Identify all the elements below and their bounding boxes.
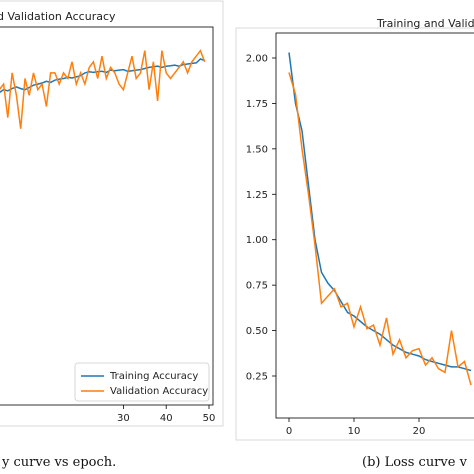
panel-accuracy-frame	[0, 0, 224, 427]
loss-y-tick-label: 1.50	[246, 144, 268, 155]
loss-x-tick-label: 0	[286, 426, 292, 437]
loss-caption: (b) Loss curve v	[362, 455, 468, 470]
training-accuracy-line	[0, 58, 205, 93]
panel-loss-frame	[235, 27, 474, 441]
training-loss-line	[288, 52, 472, 372]
loss-x-tick-label: 10	[348, 426, 361, 437]
accuracy-axes	[0, 26, 214, 406]
loss-y-tick-label: 1.00	[246, 235, 268, 246]
accuracy-caption: y curve vs epoch.	[1, 455, 116, 470]
validation-accuracy-line	[0, 49, 206, 129]
accuracy-legend-box	[74, 362, 210, 402]
validation-loss-line	[288, 72, 472, 386]
accuracy-chart-title: d Validation Accuracy	[0, 10, 116, 23]
loss-y-tick-label: 2.00	[246, 54, 268, 65]
loss-lines	[288, 52, 472, 386]
legend-label-training: Training Accuracy	[109, 371, 198, 382]
loss-x-tick-label: 20	[413, 426, 426, 437]
accuracy-legend: Training Accuracy Validation Accuracy	[74, 362, 210, 402]
accuracy-x-ticks: 0304050	[117, 405, 216, 424]
loss-x-ticks: 0 10 20	[286, 418, 426, 437]
loss-y-ticks: 2.00 1.75 1.50 1.25 1.00 0.75 0.50 0.25	[246, 54, 276, 383]
loss-y-tick-label: 1.75	[246, 99, 268, 110]
accuracy-x-tick-label: 30	[117, 413, 130, 424]
legend-label-validation: Validation Accuracy	[110, 386, 208, 397]
loss-y-tick-label: 0.25	[246, 372, 268, 383]
accuracy-x-tick-label: 40	[160, 413, 173, 424]
loss-chart-title: Training and Validation	[376, 17, 474, 30]
accuracy-x-tick-label: 50	[203, 413, 216, 424]
accuracy-lines	[0, 49, 206, 129]
loss-y-tick-label: 0.75	[246, 281, 268, 292]
loss-y-tick-label: 0.50	[246, 326, 268, 337]
loss-axes	[275, 32, 474, 419]
loss-y-tick-label: 1.25	[246, 190, 268, 201]
